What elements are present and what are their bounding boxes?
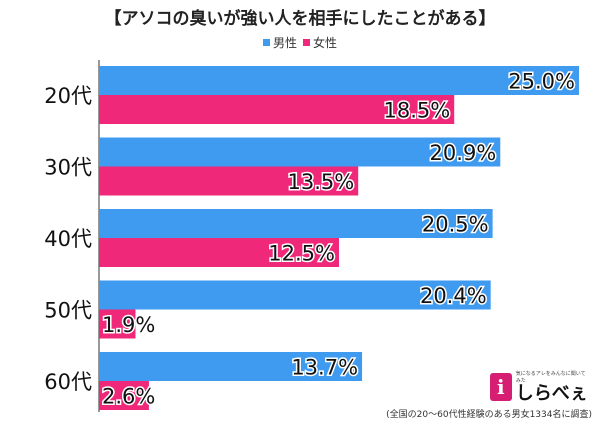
logo-tagline: 気になるアレをみんなに聞いてみた xyxy=(515,371,586,384)
bar-male xyxy=(99,280,491,310)
data-label: 1.9% xyxy=(102,313,155,337)
category-label: 20代 xyxy=(44,84,92,108)
data-label: 20.4% xyxy=(420,284,487,308)
survey-footnote: (全国の20～60代性経験のある男女1334名に調査) xyxy=(386,410,592,420)
bar-female xyxy=(99,238,339,267)
legend: 男性 女性 xyxy=(0,34,600,51)
data-label: 25.0% xyxy=(508,70,575,94)
chart-title: 【アソコの臭いが強い人を相手にしたことがある】 xyxy=(104,9,496,29)
category-label: 50代 xyxy=(44,299,92,323)
data-label: 20.5% xyxy=(422,213,489,237)
category-label: 30代 xyxy=(44,156,92,180)
legend-swatch-female xyxy=(303,39,310,46)
bar-female xyxy=(99,95,455,124)
data-label: 13.7% xyxy=(291,356,358,380)
category-label: 60代 xyxy=(44,370,92,394)
data-label: 20.9% xyxy=(430,141,497,165)
bar-male xyxy=(99,352,363,381)
bar-female xyxy=(99,309,136,339)
logo-wordmark: しらべぇ xyxy=(515,383,588,404)
category-label: 40代 xyxy=(44,227,92,251)
legend-item-male: 男性 xyxy=(262,34,297,51)
data-label: 18.5% xyxy=(383,99,450,123)
data-label: 12.5% xyxy=(268,242,335,266)
legend-label-male: 男性 xyxy=(272,36,297,50)
bar-male xyxy=(99,137,501,167)
data-label: 13.5% xyxy=(287,170,354,194)
legend-item-female: 女性 xyxy=(303,34,337,51)
brand-logo: i 気になるアレをみんなに聞いてみた しらべぇ xyxy=(490,370,588,404)
legend-swatch-male xyxy=(262,39,270,46)
legend-label-female: 女性 xyxy=(313,36,338,50)
data-label: 2.6% xyxy=(102,385,155,409)
logo-mark-icon: i xyxy=(490,373,512,401)
bar-male xyxy=(99,66,579,95)
bar-female xyxy=(99,381,149,410)
bar-male xyxy=(99,209,493,238)
bar-female xyxy=(99,166,359,196)
